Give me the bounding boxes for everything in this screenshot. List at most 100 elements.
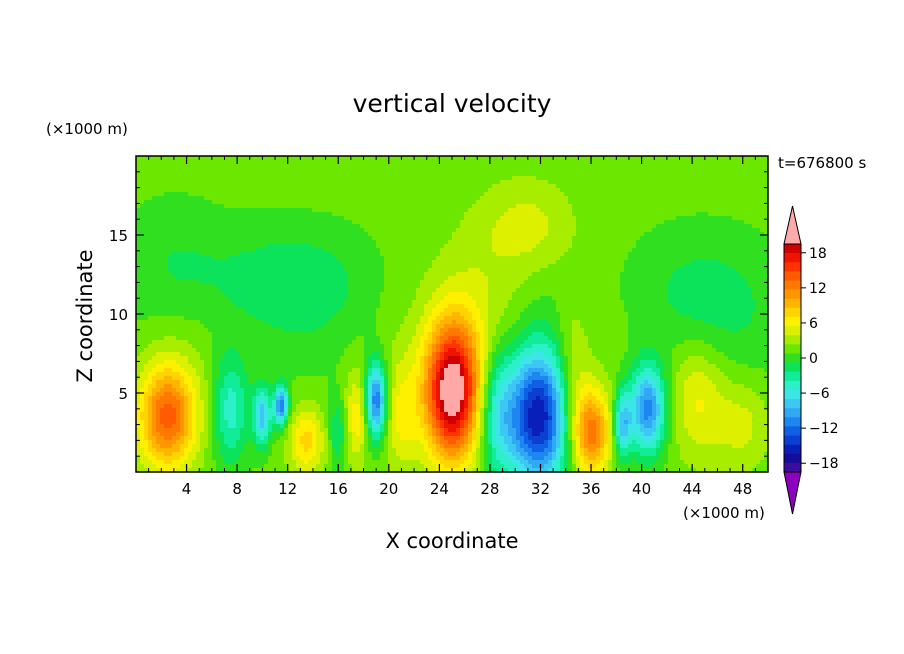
contour-cell: [348, 252, 353, 257]
contour-cell: [332, 248, 337, 253]
contour-cell: [716, 176, 721, 181]
contour-cell: [564, 228, 569, 233]
contour-cell: [200, 160, 205, 165]
contour-cell: [596, 232, 601, 237]
contour-cell: [152, 280, 157, 285]
contour-cell: [332, 256, 337, 261]
contour-cell: [656, 204, 661, 209]
contour-cell: [536, 208, 541, 213]
contour-cell: [252, 180, 257, 185]
contour-cell: [368, 212, 373, 217]
contour-cell: [700, 240, 705, 245]
contour-cell: [340, 160, 345, 165]
contour-cell: [748, 208, 753, 213]
contour-cell: [236, 256, 241, 261]
contour-cell: [464, 176, 469, 181]
contour-cell: [248, 168, 253, 173]
contour-cell: [304, 188, 309, 193]
contour-cell: [496, 220, 501, 225]
contour-cell: [324, 188, 329, 193]
contour-cell: [308, 192, 313, 197]
contour-cell: [612, 184, 617, 189]
contour-cell: [756, 216, 761, 221]
contour-cell: [508, 232, 513, 237]
contour-cell: [556, 192, 561, 197]
contour-cell: [268, 236, 273, 241]
contour-cell: [440, 204, 445, 209]
contour-cell: [204, 208, 209, 213]
contour-cell: [460, 164, 465, 169]
contour-cell: [612, 168, 617, 173]
contour-cell: [640, 268, 645, 273]
contour-cell: [572, 252, 577, 257]
contour-cell: [236, 196, 241, 201]
contour-cell: [468, 256, 473, 261]
contour-cell: [532, 240, 537, 245]
contour-cell: [424, 236, 429, 241]
contour-cell: [600, 160, 605, 165]
contour-cell: [680, 172, 685, 177]
contour-cell: [164, 212, 169, 217]
contour-cell: [368, 176, 373, 181]
contour-cell: [336, 240, 341, 245]
contour-cell: [392, 228, 397, 233]
contour-cell: [252, 264, 257, 269]
contour-cell: [576, 272, 581, 277]
contour-cell: [656, 188, 661, 193]
contour-cell: [364, 248, 369, 253]
contour-cell: [652, 228, 657, 233]
contour-cell: [300, 228, 305, 233]
contour-cell: [444, 240, 449, 245]
contour-cell: [740, 168, 745, 173]
contour-cell: [444, 268, 449, 273]
contour-cell: [384, 168, 389, 173]
contour-cell: [340, 260, 345, 265]
contour-cell: [520, 252, 525, 257]
contour-cell: [148, 176, 153, 181]
contour-cell: [720, 268, 725, 273]
contour-cell: [192, 204, 197, 209]
contour-cell: [600, 172, 605, 177]
contour-cell: [136, 268, 141, 273]
contour-cell: [224, 184, 229, 189]
contour-cell: [644, 232, 649, 237]
contour-cell: [588, 240, 593, 245]
contour-cell: [168, 156, 173, 161]
contour-cell: [600, 200, 605, 205]
contour-cell: [308, 168, 313, 173]
contour-cell: [600, 268, 605, 273]
contour-cell: [512, 204, 517, 209]
contour-cell: [492, 176, 497, 181]
contour-cell: [496, 240, 501, 245]
contour-cell: [204, 200, 209, 205]
contour-cell: [524, 224, 529, 229]
contour-cell: [200, 252, 205, 257]
contour-cell: [648, 268, 653, 273]
contour-cell: [156, 236, 161, 241]
contour-cell: [756, 208, 761, 213]
contour-cell: [756, 164, 761, 169]
contour-cell: [572, 272, 577, 277]
contour-cell: [744, 192, 749, 197]
contour-cell: [656, 216, 661, 221]
contour-cell: [668, 200, 673, 205]
contour-cell: [316, 272, 321, 277]
contour-cell: [704, 232, 709, 237]
contour-cell: [516, 220, 521, 225]
contour-cell: [428, 228, 433, 233]
contour-cell: [464, 240, 469, 245]
contour-cell: [156, 192, 161, 197]
contour-cell: [580, 260, 585, 265]
contour-cell: [416, 208, 421, 213]
contour-cell: [436, 188, 441, 193]
contour-cell: [384, 272, 389, 277]
contour-cell: [552, 252, 557, 257]
contour-cell: [296, 164, 301, 169]
contour-cell: [136, 204, 141, 209]
contour-cell: [320, 168, 325, 173]
contour-cell: [420, 260, 425, 265]
contour-cell: [724, 264, 729, 269]
contour-cell: [764, 188, 769, 193]
contour-cell: [664, 172, 669, 177]
contour-cell: [412, 232, 417, 237]
